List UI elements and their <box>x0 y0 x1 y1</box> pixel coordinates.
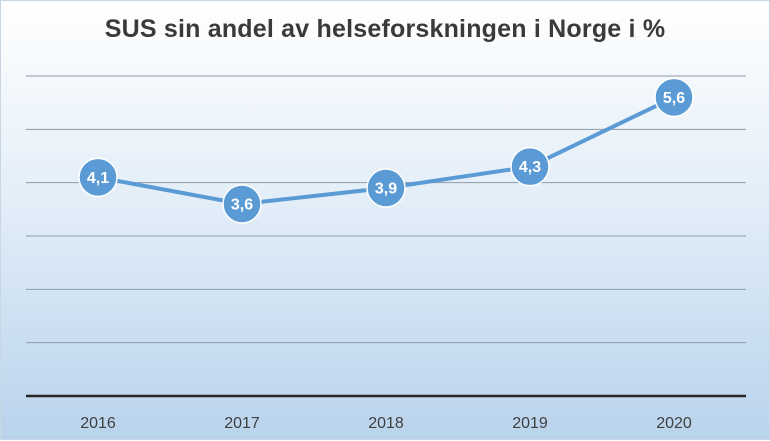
data-point <box>654 77 694 118</box>
data-point <box>366 168 406 208</box>
x-tick-label: 2019 <box>512 415 548 432</box>
x-tick-label: 2016 <box>80 415 116 432</box>
chart-title: SUS sin andel av helseforskningen i Norg… <box>104 15 666 43</box>
x-tick-label: 2020 <box>656 415 692 432</box>
data-point <box>78 157 118 198</box>
x-tick-label: 2017 <box>224 415 260 432</box>
data-label: 5,6 <box>663 90 685 107</box>
data-point <box>510 146 550 187</box>
data-label: 3,6 <box>231 197 253 214</box>
data-label: 4,3 <box>519 159 541 176</box>
x-tick-label: 2018 <box>368 415 404 432</box>
data-label: 3,9 <box>375 181 397 198</box>
data-label: 4,1 <box>87 170 109 187</box>
data-point <box>222 184 262 224</box>
